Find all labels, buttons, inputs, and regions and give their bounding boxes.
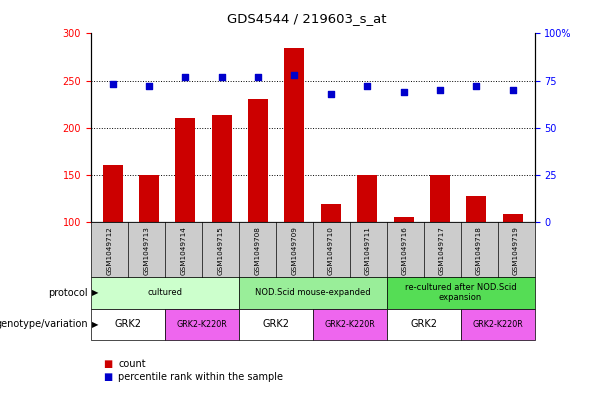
Point xyxy=(108,81,118,88)
Text: GSM1049708: GSM1049708 xyxy=(254,226,260,275)
Text: percentile rank within the sample: percentile rank within the sample xyxy=(118,372,283,382)
Text: GSM1049718: GSM1049718 xyxy=(476,226,482,275)
Bar xyxy=(503,213,523,222)
Point xyxy=(180,73,190,80)
Point xyxy=(253,73,263,80)
Text: GSM1049709: GSM1049709 xyxy=(291,226,297,275)
Bar xyxy=(430,175,450,222)
Text: GRK2: GRK2 xyxy=(114,319,141,329)
Text: GRK2-K220R: GRK2-K220R xyxy=(472,320,523,329)
Text: GSM1049717: GSM1049717 xyxy=(439,226,445,275)
Text: GSM1049710: GSM1049710 xyxy=(328,226,334,275)
Text: re-cultured after NOD.Scid
expansion: re-cultured after NOD.Scid expansion xyxy=(405,283,516,303)
Bar xyxy=(102,165,123,222)
Text: GSM1049712: GSM1049712 xyxy=(106,226,112,275)
Text: count: count xyxy=(118,358,146,369)
Point xyxy=(362,83,372,89)
Text: protocol: protocol xyxy=(48,288,88,298)
Bar xyxy=(284,48,305,222)
Bar xyxy=(357,175,377,222)
Text: GRK2-K220R: GRK2-K220R xyxy=(324,320,375,329)
Point xyxy=(217,73,227,80)
Text: ■: ■ xyxy=(103,358,112,369)
Point xyxy=(435,87,445,93)
Bar xyxy=(175,118,196,222)
Bar xyxy=(394,217,414,222)
Point xyxy=(398,89,408,95)
Point xyxy=(471,83,481,89)
Text: ■: ■ xyxy=(103,372,112,382)
Point xyxy=(326,91,336,97)
Text: GSM1049713: GSM1049713 xyxy=(143,226,149,275)
Text: ▶: ▶ xyxy=(92,288,99,297)
Bar xyxy=(321,204,341,222)
Text: GSM1049716: GSM1049716 xyxy=(402,226,408,275)
Text: GRK2: GRK2 xyxy=(410,319,437,329)
Bar xyxy=(466,196,486,222)
Text: GRK2: GRK2 xyxy=(262,319,289,329)
Text: NOD.Scid mouse-expanded: NOD.Scid mouse-expanded xyxy=(255,288,370,297)
Text: cultured: cultured xyxy=(147,288,182,297)
Text: GRK2-K220R: GRK2-K220R xyxy=(177,320,227,329)
Text: GDS4544 / 219603_s_at: GDS4544 / 219603_s_at xyxy=(227,12,386,25)
Point xyxy=(289,72,299,78)
Text: ▶: ▶ xyxy=(92,320,99,329)
Bar xyxy=(211,114,232,222)
Point xyxy=(508,87,517,93)
Text: genotype/variation: genotype/variation xyxy=(0,319,88,329)
Text: GSM1049715: GSM1049715 xyxy=(217,226,223,275)
Bar xyxy=(139,175,159,222)
Text: GSM1049719: GSM1049719 xyxy=(513,226,519,275)
Bar xyxy=(248,99,268,222)
Text: GSM1049711: GSM1049711 xyxy=(365,226,371,275)
Point xyxy=(144,83,154,89)
Text: GSM1049714: GSM1049714 xyxy=(180,226,186,275)
